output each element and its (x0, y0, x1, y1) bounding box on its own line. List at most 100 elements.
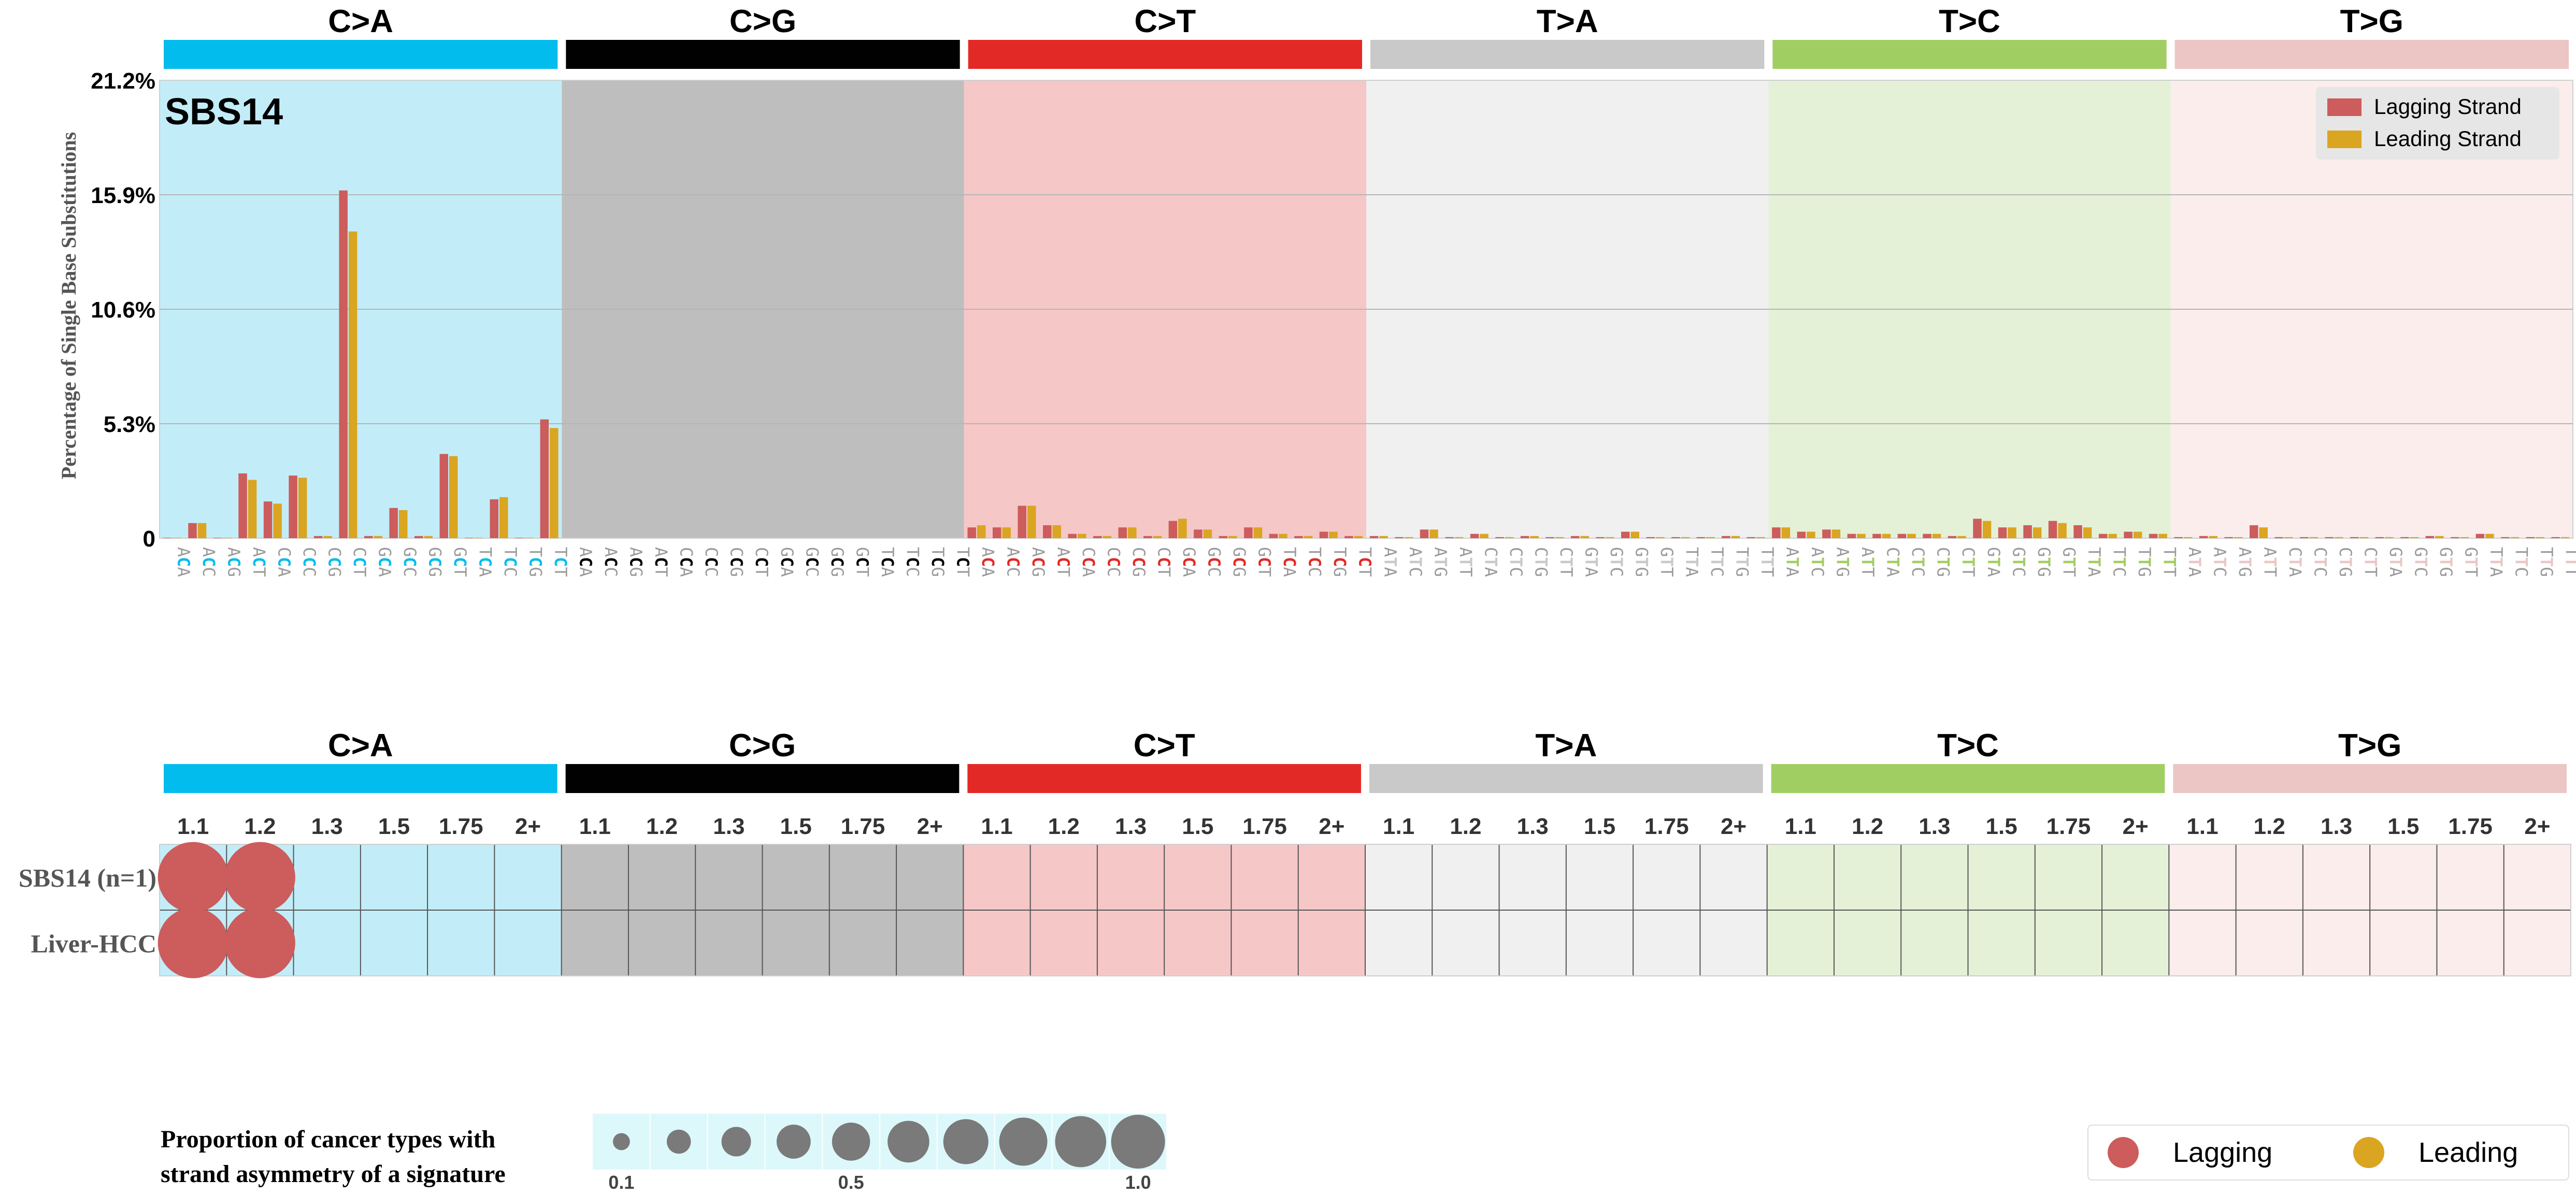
trinucleotide-label: GCG (425, 547, 445, 577)
size-legend-dot (1055, 1116, 1107, 1168)
lagging-bar (2249, 525, 2258, 538)
size-legend-dot (943, 1119, 989, 1164)
leading-bar (2158, 534, 2167, 538)
trinucleotide-label: TTC (2109, 547, 2129, 577)
fold-threshold-label: 1.2 (1048, 814, 1080, 839)
trinucleotide-label: TCT (1355, 547, 1375, 577)
trinucleotide-label: ATG (1430, 547, 1450, 577)
lagging-bar (1395, 537, 1404, 538)
size-legend-dot (612, 1133, 630, 1150)
leading-bar (499, 497, 508, 538)
trinucleotide-label: ATA (1783, 547, 1802, 577)
lagging-bar (2174, 537, 2183, 538)
trinucleotide-label: TTT (2562, 547, 2576, 577)
leading-bar (1706, 537, 1715, 538)
lagging-bar (2199, 536, 2208, 538)
trinucleotide-label: ATT (1858, 547, 1878, 577)
leading-bar (1103, 536, 1112, 538)
leading-bar (2385, 537, 2394, 538)
lagging-bar (2451, 537, 2459, 538)
trinucleotide-label: GTA (2386, 547, 2406, 577)
leading-bar (1807, 531, 1815, 538)
leading-bar (1831, 529, 1841, 538)
fold-threshold-label: 1.1 (1383, 814, 1414, 839)
fold-threshold-label: 1.2 (1852, 814, 1883, 839)
trinucleotide-label: ATA (2185, 547, 2205, 577)
color-legend-label: Leading (2418, 1137, 2518, 1168)
trinucleotide-label: GTT (1657, 547, 1677, 577)
mutation-type-headers: C>A C>G C>T T>A T>C T>G (164, 728, 2567, 793)
trinucleotide-label: ATT (2260, 547, 2280, 577)
leading-bar (1580, 536, 1589, 538)
lagging-bar (1596, 537, 1605, 538)
leading-bar (1655, 537, 1665, 538)
leading-bar (1027, 506, 1036, 538)
size-legend-title-line1: Proportion of cancer types with (161, 1126, 495, 1153)
leading-bar (2536, 537, 2544, 538)
trinucleotide-label: CCT (350, 547, 369, 577)
fold-threshold-label: 1.1 (579, 814, 611, 839)
leading-bar (2108, 534, 2117, 538)
trinucleotide-label: TTA (1682, 547, 1702, 577)
y-tick-label: 10.6% (91, 297, 155, 323)
lagging-bar (2274, 537, 2284, 538)
trinucleotide-label: CTA (2285, 547, 2305, 577)
leading-bar (2510, 537, 2520, 538)
trinucleotide-label: CTA (1883, 547, 1903, 577)
lagging-bar (2048, 521, 2057, 538)
size-legend-dot (888, 1120, 929, 1163)
fold-threshold-label: 1.2 (1450, 814, 1481, 839)
lagging-bar (364, 536, 373, 538)
mutation-type-label: T>C (1937, 728, 1999, 764)
size-legend-dot (999, 1117, 1048, 1166)
trinucleotide-label: ACG (1028, 547, 1048, 577)
lagging-bar (289, 476, 297, 538)
mutation-type-bar (968, 40, 1362, 69)
trinucleotide-label: ACG (626, 547, 646, 577)
leading-bar (2309, 537, 2319, 538)
leading-bar (1429, 529, 1438, 538)
leading-bar (1279, 534, 1287, 538)
trinucleotide-label: ACC (199, 547, 219, 577)
lagging-bar (439, 454, 448, 538)
lagging-bar (1973, 519, 1982, 538)
fold-threshold-label: 2+ (1319, 814, 1344, 839)
leading-bar (2359, 537, 2369, 538)
lagging-bar (1998, 527, 2007, 538)
trinucleotide-label: GCA (375, 547, 394, 577)
lagging-bar (1118, 527, 1127, 538)
proportion-size-legend: Proportion of cancer types with strand as… (161, 1114, 1167, 1193)
lagging-bar (238, 473, 247, 538)
y-gridlines (160, 194, 2573, 424)
leading-bar (2209, 536, 2217, 538)
leading-bar (1354, 536, 1363, 538)
color-legend-label: Lagging (2173, 1137, 2272, 1168)
lagging-bar (1269, 534, 1278, 538)
legend-label: Lagging Strand (2374, 94, 2522, 119)
lagging-bar (1369, 536, 1379, 538)
mutation-type-headers: C>A C>G C>T T>A T>C T>G (164, 4, 2569, 69)
fold-threshold-label: 1.5 (1584, 814, 1615, 839)
lagging-bar (2098, 534, 2108, 538)
asymmetry-dot (158, 842, 228, 913)
mutation-type-label: T>C (1939, 4, 2000, 39)
fold-threshold-label: 1.75 (2448, 814, 2493, 839)
leading-bar (2083, 527, 2092, 538)
legend-box (2316, 87, 2559, 160)
color-legend-dot (2108, 1137, 2139, 1168)
leading-bar (248, 480, 257, 538)
leading-bar (2560, 537, 2570, 538)
trinucleotide-label: CTC (1506, 547, 1526, 577)
fold-threshold-label: 2+ (2524, 814, 2550, 839)
leading-bar (1379, 536, 1388, 538)
lagging-bar (1445, 537, 1454, 538)
lagging-bar (1520, 536, 1529, 538)
leading-bar (1078, 534, 1086, 538)
matrix-cells (159, 844, 2571, 976)
row-label: Liver-HCC (31, 929, 156, 958)
lagging-bar (2400, 537, 2409, 538)
lagging-bar (1545, 537, 1554, 538)
mutation-type-label: C>A (328, 4, 393, 39)
asymmetry-dots (158, 842, 295, 978)
